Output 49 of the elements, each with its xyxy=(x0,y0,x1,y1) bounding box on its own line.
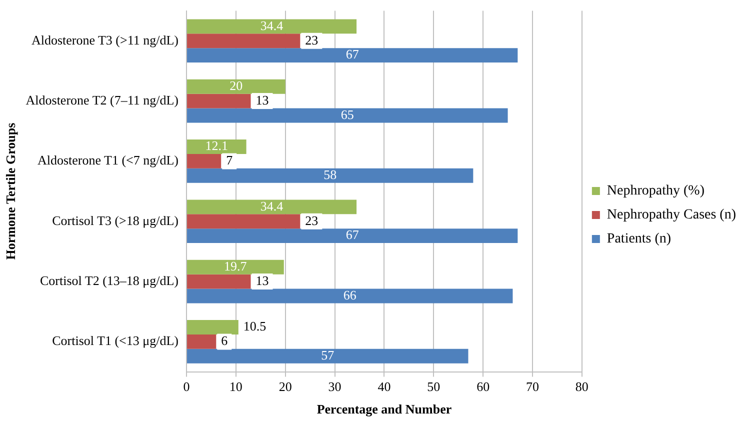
y-tick-label: Aldosterone T1 (<7 ng/dL) xyxy=(37,152,178,168)
data-label: 66 xyxy=(343,287,357,302)
y-tick-label: Cortisol T1 (<13 μg/dL) xyxy=(52,333,178,348)
data-label: 7 xyxy=(226,152,234,168)
x-tick-label: 0 xyxy=(183,379,190,394)
y-tick-label: Cortisol T3 (>18 μg/dL) xyxy=(52,212,178,228)
x-tick-label: 80 xyxy=(575,379,588,394)
bar xyxy=(187,108,508,123)
legend-label: Nephropathy (%) xyxy=(606,184,705,199)
bar xyxy=(187,140,246,154)
data-label: 58 xyxy=(324,167,337,182)
x-tick-label: 50 xyxy=(427,379,440,394)
data-label: 10.5 xyxy=(243,318,266,334)
data-label: 6 xyxy=(221,333,228,348)
bar xyxy=(187,200,357,214)
x-tick-label: 30 xyxy=(328,379,342,394)
legend-label: Nephropathy Cases (n) xyxy=(606,208,736,223)
bar xyxy=(187,79,286,94)
data-label: 13 xyxy=(256,272,269,288)
data-label: 67 xyxy=(346,46,360,62)
bar xyxy=(187,228,518,244)
data-label: 23 xyxy=(305,32,318,48)
x-tick-label: 40 xyxy=(378,379,391,394)
bar xyxy=(187,19,357,34)
data-label: 67 xyxy=(346,227,360,242)
x-tick-label: 70 xyxy=(526,379,539,394)
data-label: 34.4 xyxy=(260,18,284,33)
data-label: 20 xyxy=(230,78,243,94)
bar xyxy=(187,48,518,63)
data-label: 65 xyxy=(340,106,354,122)
data-label: 57 xyxy=(321,348,335,363)
bar xyxy=(187,168,474,183)
data-label: 13 xyxy=(256,92,269,108)
y-axis-title: Hormone Tertile Groups xyxy=(3,122,18,260)
bar xyxy=(187,288,513,304)
data-label: 23 xyxy=(305,212,318,228)
x-tick-label: 10 xyxy=(229,379,242,394)
data-label: 34.4 xyxy=(260,198,284,214)
x-axis-title: Percentage and Number xyxy=(316,402,452,417)
y-tick-label: Cortisol T2 (13–18 μg/dL) xyxy=(40,272,178,288)
bar xyxy=(187,260,284,274)
bar xyxy=(187,348,468,364)
data-label: 12.1 xyxy=(205,138,228,154)
y-tick-label: Aldosterone T3 (>11 ng/dL) xyxy=(31,32,178,48)
x-tick-label: 20 xyxy=(278,379,292,394)
x-tick-label: 60 xyxy=(476,379,490,394)
y-tick-label: Aldosterone T2 (7–11 ng/dL) xyxy=(26,92,178,108)
legend-label: Patients (n) xyxy=(606,232,672,247)
data-label: 19.7 xyxy=(224,258,248,274)
